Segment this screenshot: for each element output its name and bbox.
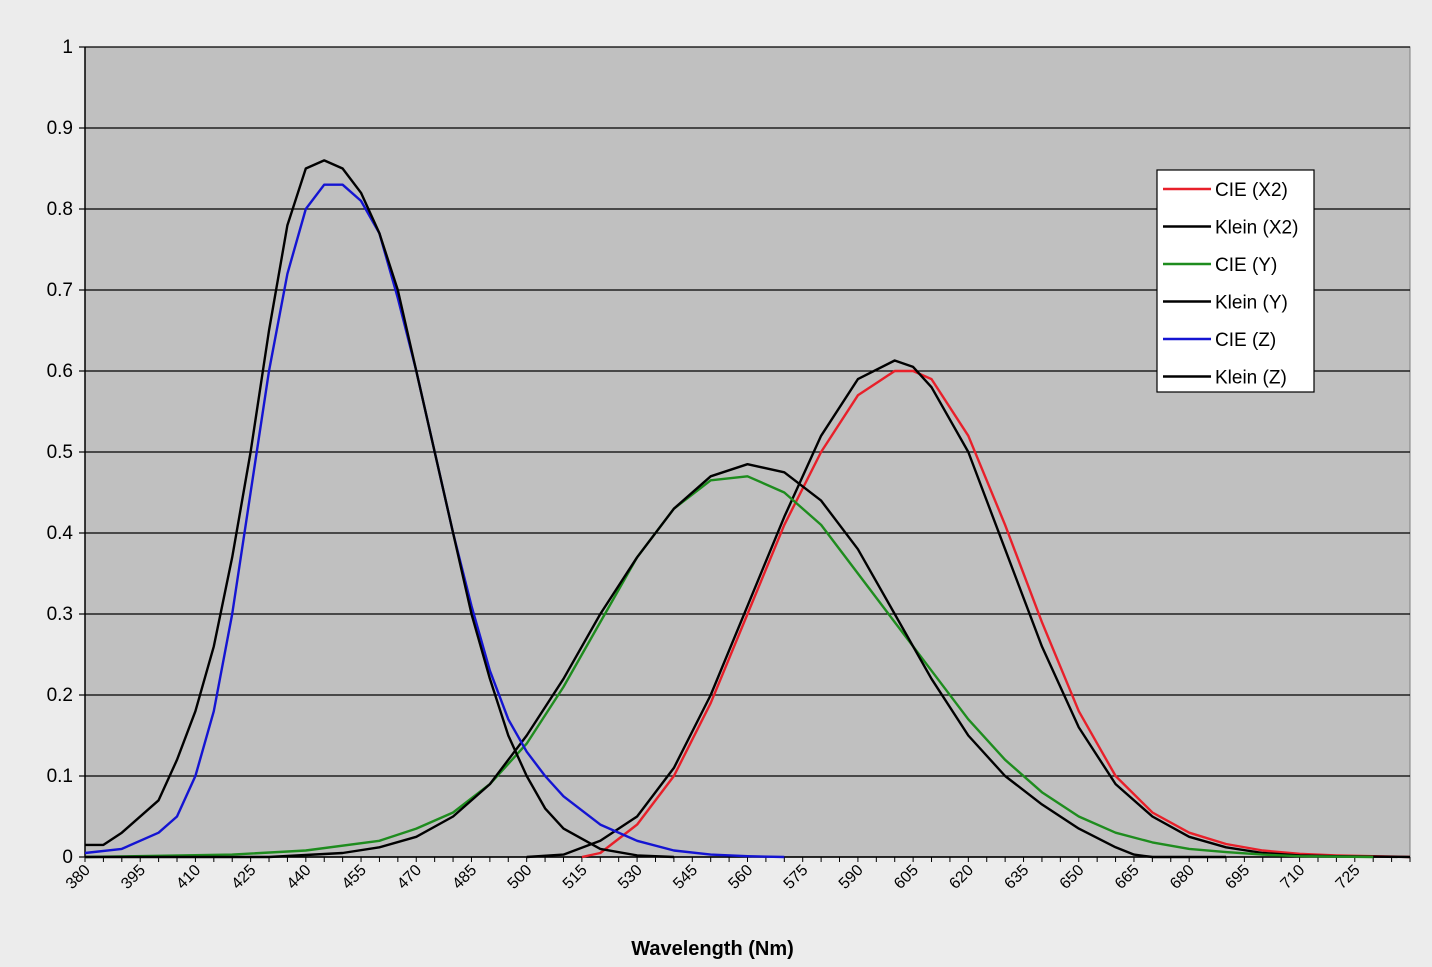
x-tick-label: 560 [725, 862, 756, 893]
x-tick-label: 410 [173, 862, 204, 893]
y-tick-label: 0.4 [47, 523, 74, 544]
y-tick-label: 0.7 [47, 280, 73, 301]
x-tick-label: 485 [449, 862, 480, 893]
x-tick-label: 710 [1278, 862, 1309, 893]
y-tick-label: 0.3 [47, 604, 73, 625]
series-layer [84, 159, 1411, 859]
x-tick-label: 575 [781, 862, 812, 893]
x-tick-label: 455 [339, 862, 370, 893]
x-tick-label: 635 [1001, 862, 1032, 893]
y-tick-label: 0.8 [47, 199, 73, 220]
x-axis-label: Wavelength (Nm) [631, 938, 794, 960]
series-line-2 [84, 475, 1374, 859]
x-tick-label: 545 [670, 862, 701, 893]
series-line-0 [581, 369, 1411, 859]
legend-box [1156, 169, 1315, 393]
x-tick-label: 605 [891, 862, 922, 893]
x-tick-label: 620 [946, 862, 977, 893]
x-tick-label: 515 [560, 862, 591, 893]
legend-entry: Klein (X2) [1215, 218, 1298, 239]
x-tick-label: 395 [118, 862, 149, 893]
x-tick-label: 650 [1057, 862, 1088, 893]
x-tick-label: 725 [1333, 862, 1364, 893]
y-tick-label: 0 [62, 847, 73, 868]
x-tick-label: 695 [1222, 862, 1253, 893]
legend-entry: CIE (Y) [1215, 255, 1277, 276]
legend-entry: Klein (Z) [1215, 368, 1287, 389]
x-tick-label: 425 [229, 862, 260, 893]
y-tick-label: 0.5 [47, 442, 73, 463]
series-line-4 [84, 183, 785, 859]
x-tick-label: 470 [394, 862, 425, 893]
x-tick-label: 500 [505, 862, 536, 893]
y-tick-label: 0.2 [47, 685, 73, 706]
y-tick-label: 0.9 [47, 118, 73, 139]
legend-entry: CIE (X2) [1215, 180, 1288, 201]
series-line-1 [526, 359, 1411, 859]
series-line-5 [85, 159, 674, 859]
legend: CIE (X2) Klein (X2) CIE (Y) Klein (Y) CIE (Z… [1156, 169, 1315, 393]
x-tick-label: 680 [1167, 862, 1198, 893]
x-tick-label: 665 [1112, 862, 1143, 893]
series-line-3 [85, 463, 1226, 859]
x-tick-label: 440 [284, 862, 315, 893]
x-tick-label: 590 [836, 862, 867, 893]
x-tick-label: 530 [615, 862, 646, 893]
y-tick-label: 1 [62, 37, 73, 58]
y-tick-label: 0.6 [47, 361, 73, 382]
legend-entry: Klein (Y) [1215, 293, 1288, 314]
y-tick-label: 0.1 [47, 766, 73, 787]
legend-entry: CIE (Z) [1215, 330, 1276, 351]
